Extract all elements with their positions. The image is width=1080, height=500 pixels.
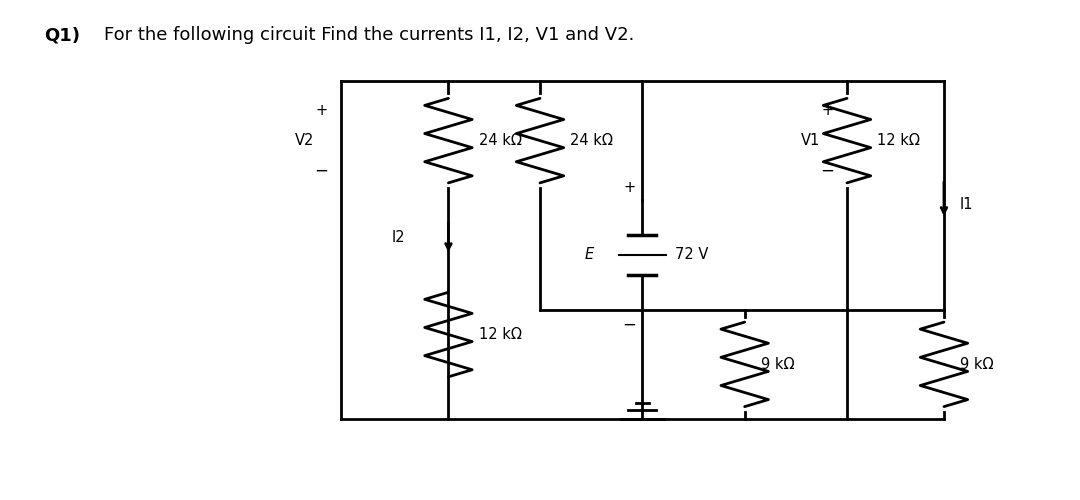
Text: I2: I2 xyxy=(392,230,405,245)
Text: I1: I1 xyxy=(960,196,973,212)
Text: For the following circuit Find the currents I1, I2, V1 and V2.: For the following circuit Find the curre… xyxy=(104,26,634,44)
Text: 9 kΩ: 9 kΩ xyxy=(960,357,994,372)
Text: 24 kΩ: 24 kΩ xyxy=(478,133,522,148)
Text: V1: V1 xyxy=(801,133,820,148)
Text: −: − xyxy=(622,316,636,334)
Text: 24 kΩ: 24 kΩ xyxy=(570,133,613,148)
Text: −: − xyxy=(314,162,328,180)
Text: +: + xyxy=(623,180,635,196)
Text: −: − xyxy=(821,162,835,180)
Text: 72 V: 72 V xyxy=(675,248,708,262)
Text: 9 kΩ: 9 kΩ xyxy=(760,357,794,372)
Text: +: + xyxy=(315,104,327,118)
Text: V2: V2 xyxy=(295,133,314,148)
Text: Q1): Q1) xyxy=(44,26,81,44)
Text: E: E xyxy=(584,248,594,262)
Text: +: + xyxy=(822,104,834,118)
Text: 12 kΩ: 12 kΩ xyxy=(877,133,920,148)
Text: 12 kΩ: 12 kΩ xyxy=(478,327,522,342)
